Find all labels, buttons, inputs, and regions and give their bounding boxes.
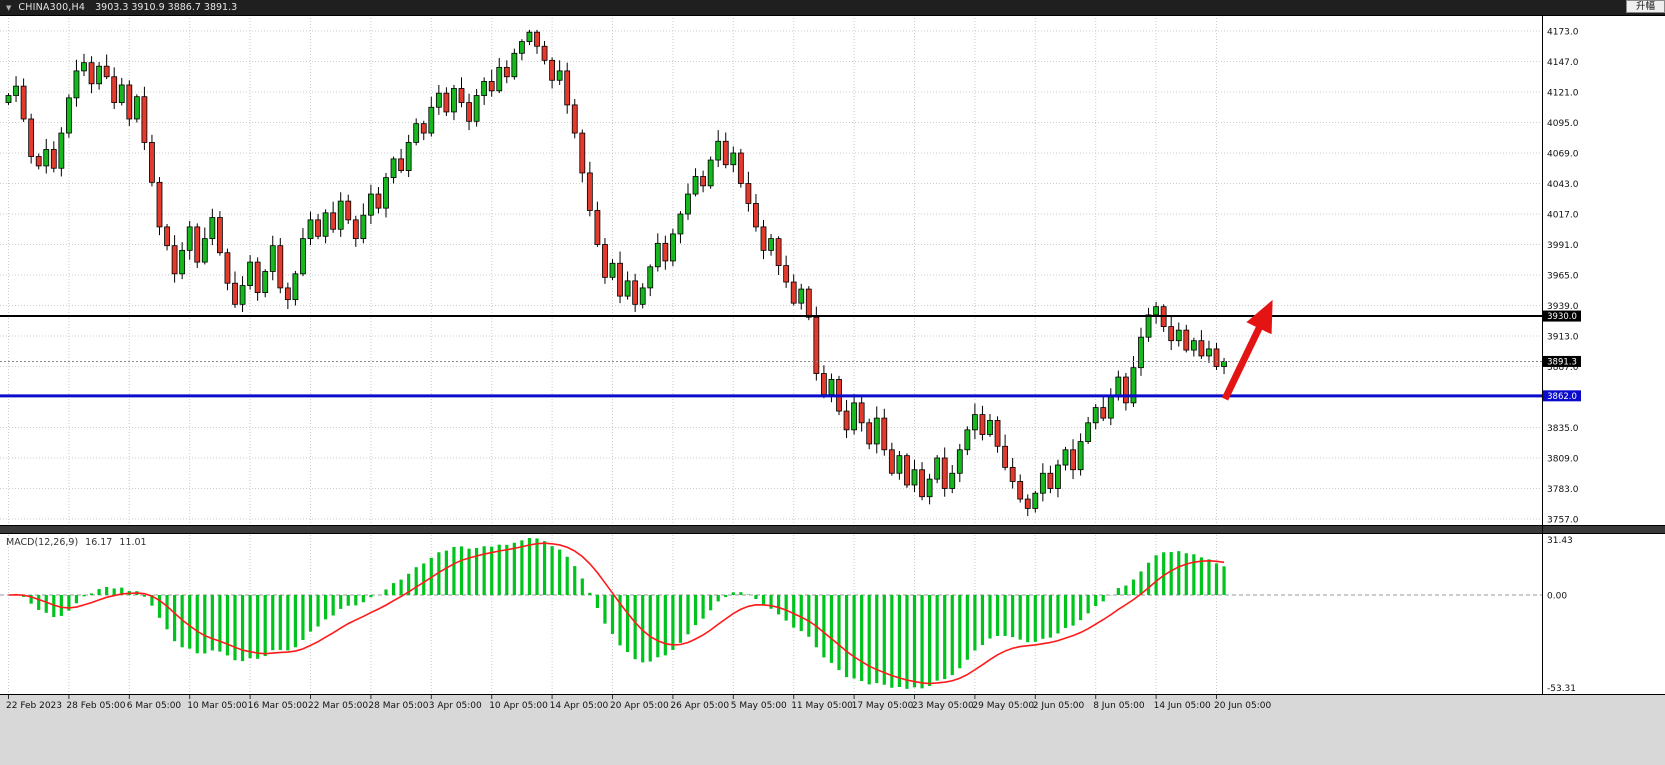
price-tick-label: 4043.0 [1547,180,1579,190]
symbol-dropdown-icon[interactable]: ▼ [6,3,12,12]
price-tick-label: 3757.0 [1547,516,1579,526]
price-tick-label: 4121.0 [1547,89,1579,99]
chart-panels [0,15,1665,765]
time-axis[interactable]: 22 Feb 2023 28 Feb 05:00 6 Mar 05:00 10 Mar… [6,695,1271,711]
time-tick-label: 16 Mar 05:00 [248,701,308,711]
time-tick-label: 6 Mar 05:00 [127,701,182,711]
price-tick-label: 4017.0 [1547,211,1579,221]
macd-tick-label: 0.00 [1547,592,1567,602]
macd-tick-label: 31.43 [1547,536,1573,546]
time-tick-label: 20 Jun 05:00 [1214,701,1271,711]
svg-text:3862.0: 3862.0 [1547,392,1577,402]
time-tick-label: 22 Feb 2023 [6,701,62,711]
time-tick-label: 14 Jun 05:00 [1154,701,1211,711]
macd-tick-label: -53.31 [1547,684,1576,694]
price-tick-label: 3939.0 [1547,302,1579,312]
time-tick-label: 14 Apr 05:00 [550,701,609,711]
time-tick-label: 28 Mar 05:00 [368,701,428,711]
price-tick-label: 3783.0 [1547,485,1579,495]
time-tick-label: 10 Mar 05:00 [187,701,247,711]
time-tick-label: 22 Mar 05:00 [308,701,368,711]
horizontal-line-objects[interactable] [0,315,1542,398]
time-tick-label: 2 Jun 05:00 [1033,701,1085,711]
corner-tab[interactable]: 升幅 [1625,0,1665,13]
svg-text:3891.3: 3891.3 [1547,357,1577,367]
time-tick-label: 26 Apr 05:00 [670,701,729,711]
price-tag-3862.0[interactable]: 3862.0 [1543,390,1581,402]
svg-text:3930.0: 3930.0 [1547,312,1577,322]
time-tick-label: 20 Apr 05:00 [610,701,669,711]
chart-titlebar: ▼ CHINA300,H4 3903.3 3910.9 3886.7 3891.… [0,0,1665,15]
price-tag-3930.0[interactable]: 3930.0 [1543,310,1581,323]
time-tick-label: 8 Jun 05:00 [1093,701,1145,711]
candles [5,29,1227,517]
price-tick-label: 3991.0 [1547,241,1579,251]
price-tick-label: 4147.0 [1547,58,1579,68]
price-tick-label: 3835.0 [1547,424,1579,434]
current-price-tag[interactable]: 3891.3 [1543,355,1581,368]
price-tick-label: 3887.0 [1547,363,1579,373]
time-tick-label: 28 Feb 05:00 [66,701,125,711]
time-tick-label: 3 Apr 05:00 [429,701,482,711]
price-tick-label: 3809.0 [1547,455,1579,465]
macd-signal-line [8,542,1225,685]
price-tick-label: 4069.0 [1547,150,1579,160]
price-tick-label: 4173.0 [1547,28,1579,38]
price-axis[interactable]: 4173.0 4147.0 4121.0 4095.0 4069.0 4043.0 4017… [1542,15,1579,695]
price-tick-label: 3965.0 [1547,272,1579,282]
price-tick-label: 4095.0 [1547,119,1579,129]
time-tick-label: 29 May 05:00 [972,701,1034,711]
corner-tab-label: 升幅 [1635,1,1655,12]
chart-ohlc-quote: 3903.3 3910.9 3886.7 3891.3 [95,2,238,13]
chart-symbol-period: CHINA300,H4 [18,2,86,13]
time-tick-label: 10 Apr 05:00 [489,701,548,711]
macd-histogram [14,538,1226,689]
price-tick-label: 3913.0 [1547,333,1579,343]
time-tick-label: 17 May 05:00 [852,701,914,711]
trend-arrow[interactable] [1221,299,1273,401]
time-tick-label: 5 May 05:00 [731,701,787,711]
time-tick-label: 23 May 05:00 [912,701,974,711]
time-tick-label: 11 May 05:00 [791,701,853,711]
